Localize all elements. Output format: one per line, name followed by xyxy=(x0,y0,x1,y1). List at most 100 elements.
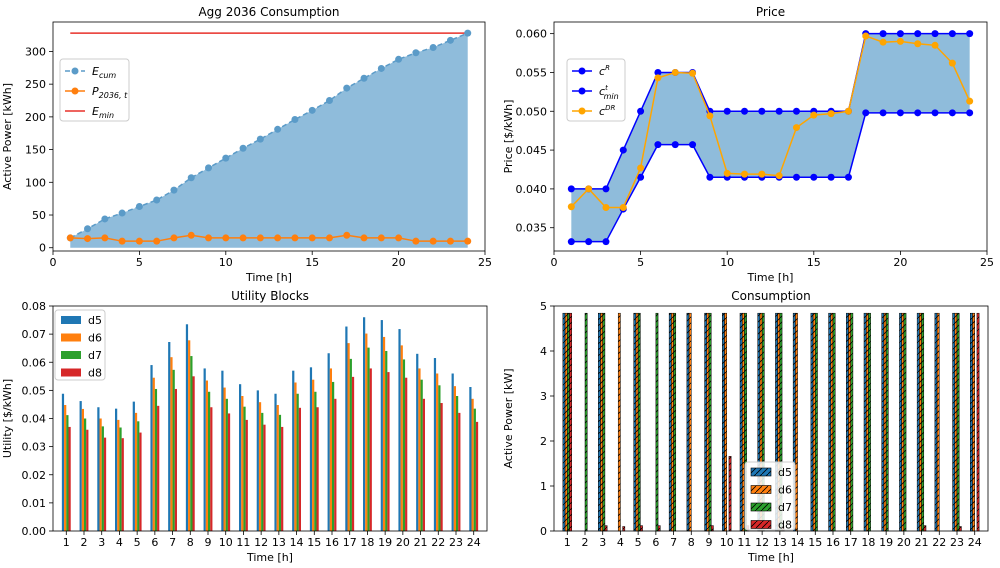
p2-xtick-label: 20 xyxy=(396,536,410,549)
p0-p-point xyxy=(84,235,92,243)
p2-bar-d6 xyxy=(436,373,439,531)
utility-blocks-bar-chart: 1 2 3 4 5 6 7 8 9 10 11 12 13 14 15 16 17 18 19 20 21 22 23 240… xyxy=(1,289,488,564)
p2-xtick-label: 6 xyxy=(151,536,158,549)
p2-ylabel: Utility [$/kWh] xyxy=(1,379,14,458)
p0-ecum-point xyxy=(446,36,454,44)
p0-ytick-label: 100 xyxy=(25,176,46,189)
p2-bar-d6 xyxy=(418,368,421,531)
p3-legend-swatch-hatch xyxy=(751,468,771,476)
p1-series-0-point xyxy=(723,107,731,115)
p0-p-point xyxy=(135,237,143,245)
p2-bar-d7 xyxy=(402,359,406,531)
p0-xlabel: Time [h] xyxy=(245,271,292,284)
p2-xlabel: Time [h] xyxy=(246,551,293,564)
p2-bar-d7 xyxy=(243,406,246,531)
p0-p-point xyxy=(256,234,264,242)
p2-bar-d8 xyxy=(192,376,195,531)
p2-bar-d7 xyxy=(190,356,193,531)
p0-p-point xyxy=(343,231,351,239)
p1-title: Price xyxy=(756,5,785,19)
p0-p-point xyxy=(101,234,109,242)
p3-bar-hatch-d5 xyxy=(740,313,743,531)
p3-bar-hatch-d6 xyxy=(565,313,568,531)
p2-bar-d7 xyxy=(137,421,140,531)
p1-series-0-point xyxy=(637,107,645,115)
p1-xtick-label: 15 xyxy=(807,256,821,269)
p3-bar-hatch-d5 xyxy=(793,313,796,531)
p2-bar-d6 xyxy=(400,345,403,531)
p2-bar-d7 xyxy=(154,388,158,531)
p3-xtick-label: 4 xyxy=(617,536,624,549)
p1-series-2-point xyxy=(879,38,887,46)
p2-legend-label: d7 xyxy=(88,349,102,362)
p3-xtick-label: 15 xyxy=(808,536,822,549)
p0-legend-box xyxy=(59,58,130,122)
p2-xtick-label: 24 xyxy=(467,536,481,549)
p1-series-2-point xyxy=(896,37,904,45)
p1-xtick-label: 20 xyxy=(893,256,907,269)
p3-bar-hatch-d7 xyxy=(638,313,641,531)
p0-p-point xyxy=(395,234,403,242)
p3-bar-hatch-d8 xyxy=(622,526,625,531)
p0-p-point xyxy=(274,234,282,242)
p2-bar-d6 xyxy=(117,419,120,531)
p0-ylabel: Active Power [kWh] xyxy=(1,83,14,190)
p2-bar-d7 xyxy=(420,379,423,531)
p3-xtick-label: 14 xyxy=(791,536,805,549)
p3-ylabel: Active Power [kW] xyxy=(502,368,515,468)
p2-legend-swatch xyxy=(61,333,81,342)
p0-ecum-point xyxy=(464,29,472,37)
p1-series-1-point xyxy=(966,109,974,117)
p3-bar-hatch-d7 xyxy=(779,313,783,531)
p3-bar-hatch-d5 xyxy=(704,313,707,531)
p2-bar-d7 xyxy=(332,381,335,531)
p0-ecum-point xyxy=(135,203,143,211)
p1-series-1-point xyxy=(810,173,818,181)
p0-xtick-label: 15 xyxy=(305,256,319,269)
p0-p-point xyxy=(464,237,472,245)
p2-bar-d8 xyxy=(281,426,284,531)
p3-bar-hatch-d5 xyxy=(952,313,955,531)
p0-ecum-point xyxy=(101,215,109,223)
p1-ytick-label: 0.040 xyxy=(516,183,548,196)
p0-ecum-point xyxy=(205,164,213,172)
p1-series-2-point xyxy=(619,204,627,212)
p2-bar-d8 xyxy=(405,377,408,531)
p2-bar-d6 xyxy=(152,377,155,531)
p2-bar-d6 xyxy=(258,402,262,531)
p2-ytick-label: 0.02 xyxy=(22,469,47,482)
p2-bar-d8 xyxy=(68,426,71,531)
p3-bar-hatch-d7 xyxy=(850,313,853,531)
p3-bar-hatch-d5 xyxy=(864,313,867,531)
p3-bar-hatch-d5 xyxy=(970,313,973,531)
p3-bar-hatch-d7 xyxy=(957,313,960,531)
p2-bar-d8 xyxy=(210,407,213,531)
p1-series-0-point xyxy=(654,68,662,76)
p3-bar-hatch-d5 xyxy=(686,313,690,531)
p3-bar-hatch-d6 xyxy=(742,313,745,531)
p3-bar-hatch-d5 xyxy=(828,313,831,531)
p2-bar-d5 xyxy=(327,353,330,531)
p3-legend-swatch-hatch xyxy=(751,503,771,511)
p2-bar-d7 xyxy=(314,391,317,531)
p0-legend-marker xyxy=(71,87,79,95)
p1-ytick-label: 0.055 xyxy=(516,66,548,79)
p2-bar-d8 xyxy=(227,413,231,531)
p2-xtick-label: 5 xyxy=(134,536,141,549)
p0-xtick-label: 10 xyxy=(219,256,233,269)
p2-bar-d7 xyxy=(385,351,388,531)
p3-bar-hatch-d7 xyxy=(815,313,818,531)
p2-bar-d6 xyxy=(99,418,102,531)
p2-bar-d7 xyxy=(278,414,282,531)
p1-series-0-point xyxy=(602,185,610,193)
p2-bar-d5 xyxy=(150,365,153,531)
p3-xtick-label: 23 xyxy=(950,536,964,549)
p1-series-2-point xyxy=(792,124,800,132)
p1-series-1-point xyxy=(827,173,835,181)
p3-bar-hatch-d6 xyxy=(813,313,816,531)
p0-ytick-label: 300 xyxy=(25,45,46,58)
p3-bar-hatch-d6 xyxy=(901,313,904,531)
p0-ecum-point xyxy=(170,186,178,194)
p3-xtick-label: 19 xyxy=(879,536,893,549)
p3-xtick-label: 24 xyxy=(968,536,982,549)
